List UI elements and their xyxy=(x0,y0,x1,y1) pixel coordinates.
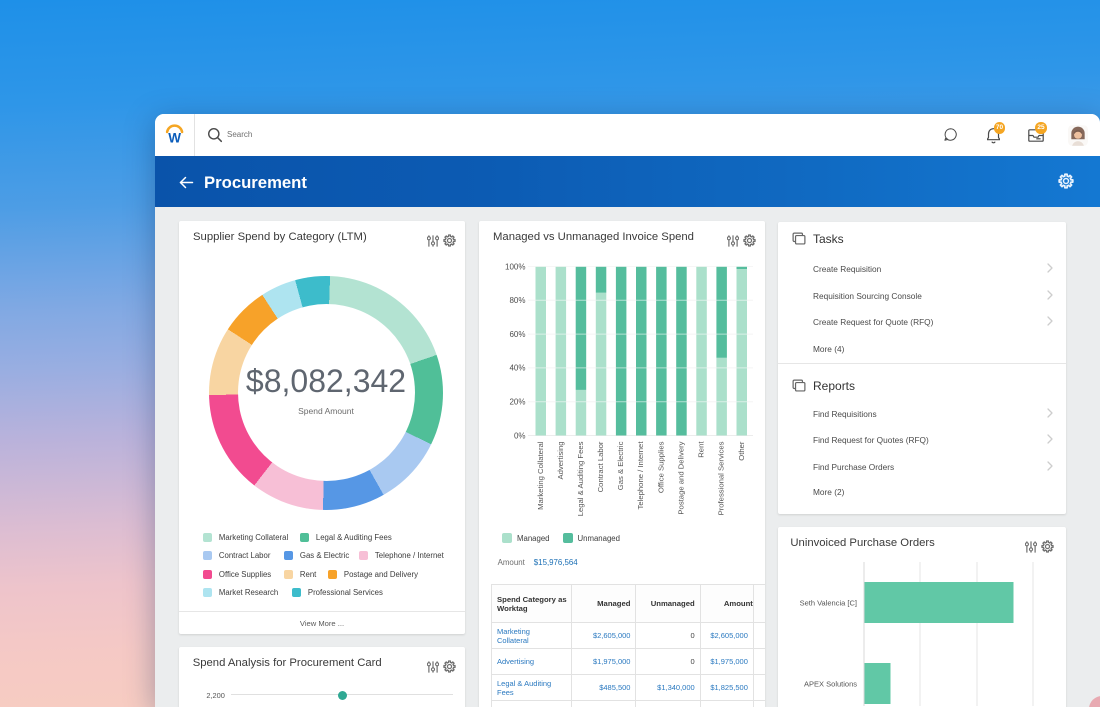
svg-text:Rent: Rent xyxy=(697,441,706,458)
svg-text:Legal & Auditing Fees: Legal & Auditing Fees xyxy=(576,441,585,516)
svg-text:Postage and Delivery: Postage and Delivery xyxy=(677,441,686,514)
svg-text:Gas & Electric: Gas & Electric xyxy=(616,441,625,490)
svg-text:0%: 0% xyxy=(514,431,526,440)
svg-text:20%: 20% xyxy=(509,398,525,407)
svg-text:Contract Labor: Contract Labor xyxy=(596,441,605,492)
svg-text:Professional Services: Professional Services xyxy=(717,441,726,515)
svg-text:Seth Valencia [C]: Seth Valencia [C] xyxy=(800,599,857,608)
svg-text:Office Supplies: Office Supplies xyxy=(656,441,665,493)
svg-text:Telephone / Internet: Telephone / Internet xyxy=(636,441,645,510)
svg-text:Other: Other xyxy=(737,441,746,461)
svg-text:40%: 40% xyxy=(509,364,525,373)
svg-text:Marketing Collateral: Marketing Collateral xyxy=(536,441,545,510)
svg-text:W: W xyxy=(168,130,181,145)
svg-text:80%: 80% xyxy=(509,296,525,305)
svg-text:Advertising: Advertising xyxy=(556,442,565,480)
svg-text:60%: 60% xyxy=(509,330,525,339)
svg-text:100%: 100% xyxy=(505,262,525,271)
svg-text:APEX Solutions: APEX Solutions xyxy=(804,680,857,689)
